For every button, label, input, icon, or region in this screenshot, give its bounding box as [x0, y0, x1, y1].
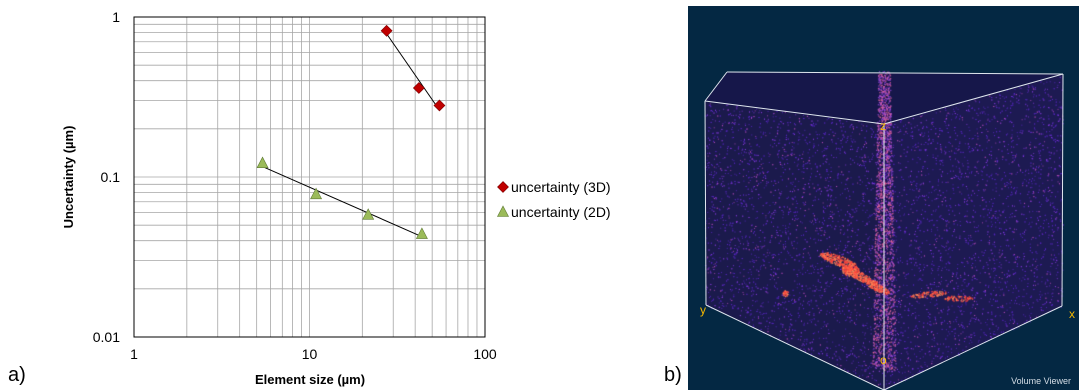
- cube-edge: [726, 71, 1064, 75]
- tick-labels: 1 10 100 0.01 0.1 1: [93, 9, 497, 362]
- volume-viewer: z y x o Volume Viewer: [688, 6, 1079, 390]
- cube-edge: [704, 100, 885, 125]
- x-tick-label: 10: [302, 346, 318, 362]
- volume-bounding-box: z y x o: [700, 71, 1075, 390]
- trendlines: [262, 33, 440, 238]
- trendline: [262, 166, 423, 238]
- legend-marker-diamond: [497, 181, 509, 193]
- legend-label: uncertainty (3D): [511, 179, 611, 195]
- panel-label-b: b): [664, 364, 682, 386]
- cube-edge: [704, 100, 707, 306]
- y-axis-label: Uncertainty (µm): [61, 126, 76, 229]
- legend: uncertainty (3D) uncertainty (2D): [497, 179, 611, 220]
- data-point-triangle: [310, 187, 323, 200]
- axis-label-z: z: [880, 119, 886, 133]
- data-point-diamond: [412, 82, 425, 94]
- chart: 1 10 100 0.01 0.1 1 Element size (µm) Uncerta…: [61, 9, 611, 387]
- data-point-diamond: [433, 99, 446, 112]
- y-tick-label: 0.01: [93, 329, 120, 345]
- panel-label-a: a): [8, 364, 26, 386]
- data-point-triangle: [415, 227, 428, 239]
- data-points: [256, 24, 446, 239]
- data-point-diamond: [380, 24, 393, 37]
- x-axis-label: Element size (µm): [255, 372, 365, 387]
- cube-edge: [705, 304, 885, 390]
- axis-label-x: x: [1069, 307, 1075, 321]
- legend-marker-triangle: [497, 205, 509, 217]
- x-tick-label: 1: [130, 346, 138, 362]
- y-tick-label: 0.1: [101, 169, 121, 185]
- cube-edge: [883, 73, 1064, 125]
- chart-grid: [134, 17, 485, 337]
- cube-edge: [704, 71, 728, 102]
- data-point-triangle: [256, 156, 269, 168]
- legend-label: uncertainty (2D): [511, 204, 611, 220]
- axis-label-y: y: [700, 303, 706, 317]
- cube-edge: [883, 305, 1063, 390]
- plot-border: [133, 16, 486, 338]
- trendline: [386, 33, 440, 111]
- x-tick-label: 100: [473, 346, 497, 362]
- axis-label-origin: o: [880, 353, 887, 367]
- data-point-triangle: [362, 208, 375, 220]
- cube-edge: [1061, 73, 1064, 307]
- y-tick-label: 1: [112, 9, 120, 25]
- viewer-caption: Volume Viewer: [1011, 376, 1071, 386]
